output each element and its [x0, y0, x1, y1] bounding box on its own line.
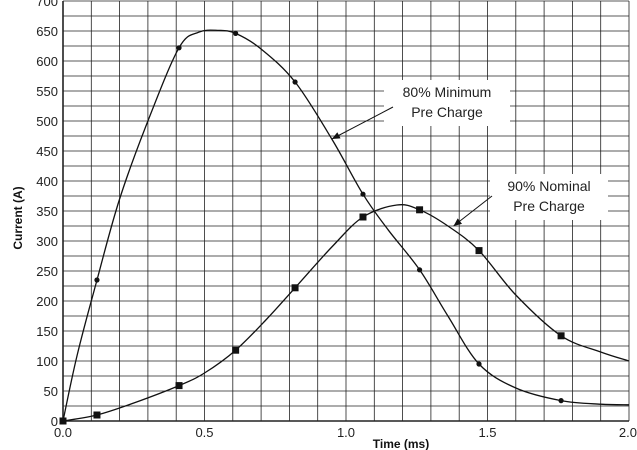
y-tick-label: 450: [36, 144, 58, 159]
data-point-circle: [558, 398, 564, 404]
annotation-text: 90% Nominal: [507, 178, 590, 194]
annotations: 80% Minimum Pre Charge 90% Nominal Pre Char…: [331, 80, 608, 227]
data-point-circle: [416, 267, 423, 273]
y-tick-label: 100: [36, 354, 58, 369]
data-point-circle: [292, 79, 298, 85]
y-tick-label: 0: [51, 414, 58, 429]
data-point-square: [416, 206, 424, 214]
annotation-leader: [331, 106, 394, 140]
y-tick-label: 250: [36, 264, 58, 279]
y-axis-label: Current (A): [11, 186, 25, 249]
data-point-circle: [94, 277, 100, 283]
arrowhead-icon: [453, 218, 463, 226]
y-tick-label: 350: [36, 204, 58, 219]
data-point-square: [232, 346, 240, 354]
y-tick-label: 700: [36, 0, 58, 9]
annotation-box: [384, 80, 510, 126]
data-point-square: [291, 284, 299, 292]
annotation-leader: [453, 195, 493, 227]
x-tick-label: 0.5: [195, 425, 213, 440]
data-point-circle: [476, 361, 482, 367]
data-point-square: [475, 247, 483, 255]
x-tick-label: 0.0: [54, 425, 72, 440]
y-tick-label: 50: [44, 384, 58, 399]
x-tick-labels: 0.0 0.5 1.0 1.5 2.0: [54, 425, 637, 440]
y-tick-labels: 0 50 100 150 200 250 300 350 400 450 500 550 600 650 7…: [36, 0, 58, 429]
arrowhead-icon: [331, 132, 341, 139]
y-tick-label: 200: [36, 294, 58, 309]
data-point-square: [175, 382, 183, 390]
data-point-circle: [360, 191, 366, 197]
y-tick-label: 150: [36, 324, 58, 339]
y-tick-label: 600: [36, 54, 58, 69]
y-tick-label: 500: [36, 114, 58, 129]
data-point-square: [59, 417, 67, 425]
y-tick-label: 650: [36, 24, 58, 39]
data-point-square: [557, 332, 565, 340]
series-line-1: [62, 29, 630, 422]
data-point-square: [359, 213, 367, 221]
series-markers: [59, 30, 565, 425]
y-tick-label: 300: [36, 234, 58, 249]
annotation-text: 80% Minimum: [403, 84, 492, 100]
annotation-box: [490, 174, 608, 220]
data-point-circle: [233, 30, 239, 36]
annotation-text: Pre Charge: [513, 198, 585, 214]
x-tick-label: 1.0: [337, 425, 355, 440]
y-tick-label: 550: [36, 84, 58, 99]
y-tick-label: 400: [36, 174, 58, 189]
annotation-text: Pre Charge: [411, 104, 483, 120]
x-axis-label: Time (ms): [373, 437, 429, 450]
x-tick-label: 2.0: [619, 425, 637, 440]
x-tick-label: 1.5: [478, 425, 496, 440]
data-point-square: [93, 411, 101, 419]
data-point-circle: [176, 45, 182, 51]
